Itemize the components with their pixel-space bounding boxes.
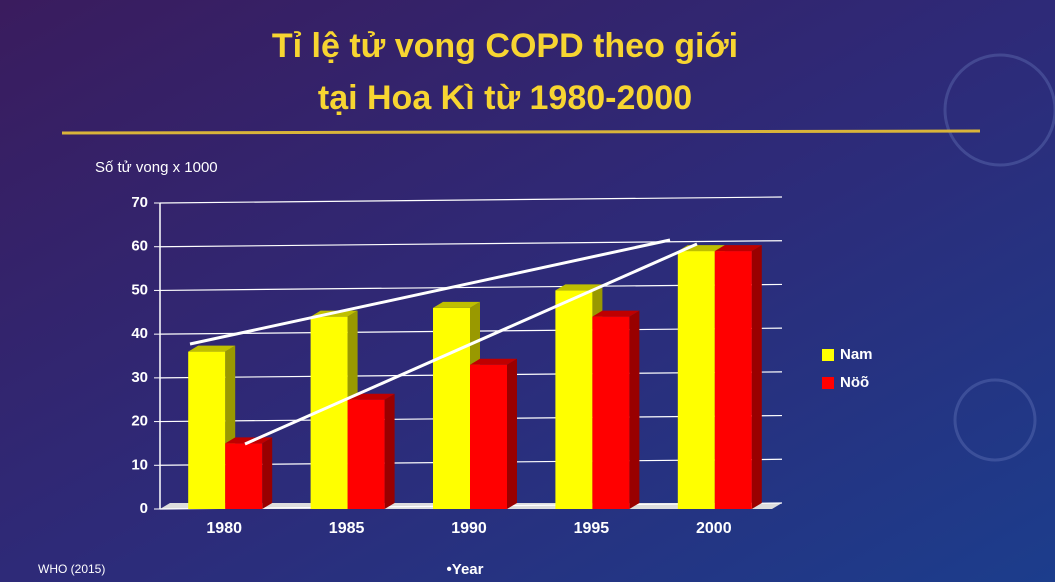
bar-front <box>433 307 470 509</box>
bar-top <box>714 245 762 252</box>
bar-side <box>751 245 762 510</box>
bar-front <box>347 399 385 509</box>
x-label: •Year <box>447 561 484 578</box>
legend-swatch <box>822 377 834 389</box>
y-tick-label: 50 <box>131 281 148 298</box>
trend-lines <box>189 238 698 446</box>
bar-top <box>592 310 640 317</box>
bar-front <box>714 251 752 510</box>
bar-side <box>262 437 273 509</box>
bar-side <box>384 393 395 509</box>
bar <box>470 358 517 509</box>
y-tick-label: 20 <box>131 413 148 430</box>
bar-top <box>555 284 603 291</box>
bar-top <box>347 393 395 400</box>
y-tick-label: 30 <box>131 369 148 386</box>
bar <box>714 245 762 510</box>
x-tick-label: 1990 <box>451 520 487 537</box>
title: tại Hoa Kì từ 1980-2000 <box>318 79 692 117</box>
bar <box>592 310 640 509</box>
grid-line <box>159 196 783 204</box>
y-tick-label: 60 <box>131 238 148 255</box>
bar-front <box>188 351 226 509</box>
trend-line <box>189 238 671 346</box>
x-tick-label: 1985 <box>329 520 365 537</box>
title-rule <box>61 129 981 135</box>
bar-side <box>507 358 517 509</box>
bar-front <box>555 290 593 509</box>
y-label: Số tử vong x 1000 <box>95 159 218 176</box>
bar-side <box>629 310 640 509</box>
y-tick-label: 70 <box>131 194 148 211</box>
legend-swatch <box>822 349 834 361</box>
decor <box>953 378 1037 462</box>
bar <box>225 437 273 509</box>
x-tick-label: 1995 <box>574 520 610 537</box>
x-tick-label: 2000 <box>696 520 732 537</box>
bar-top <box>470 358 517 365</box>
y-tick-label: 10 <box>131 456 148 473</box>
title: Tỉ lệ tử vong COPD theo giới <box>272 27 738 65</box>
plot: 0 10 20 30 40 50 60 70 1980 1985 1990 1995 2000 Nam Nö… <box>131 194 873 537</box>
bar-top <box>188 345 236 352</box>
y-tick-label: 40 <box>131 325 148 342</box>
bar-top <box>225 437 273 444</box>
source: WHO (2015) <box>38 562 105 576</box>
bar-front <box>470 364 507 509</box>
trend-line <box>244 242 698 446</box>
bar <box>347 393 395 509</box>
bar <box>433 301 480 509</box>
decor <box>943 53 1055 167</box>
grid-line <box>159 240 783 248</box>
y-tick-label: 0 <box>140 500 148 517</box>
legend-label: Nam <box>840 346 873 363</box>
bar-front <box>677 251 715 510</box>
bar-front <box>592 316 630 509</box>
x-tick-label: 1980 <box>206 520 242 537</box>
bar-front <box>225 443 263 509</box>
legend-label: Nöõ <box>840 374 869 391</box>
bar-top <box>433 301 480 308</box>
